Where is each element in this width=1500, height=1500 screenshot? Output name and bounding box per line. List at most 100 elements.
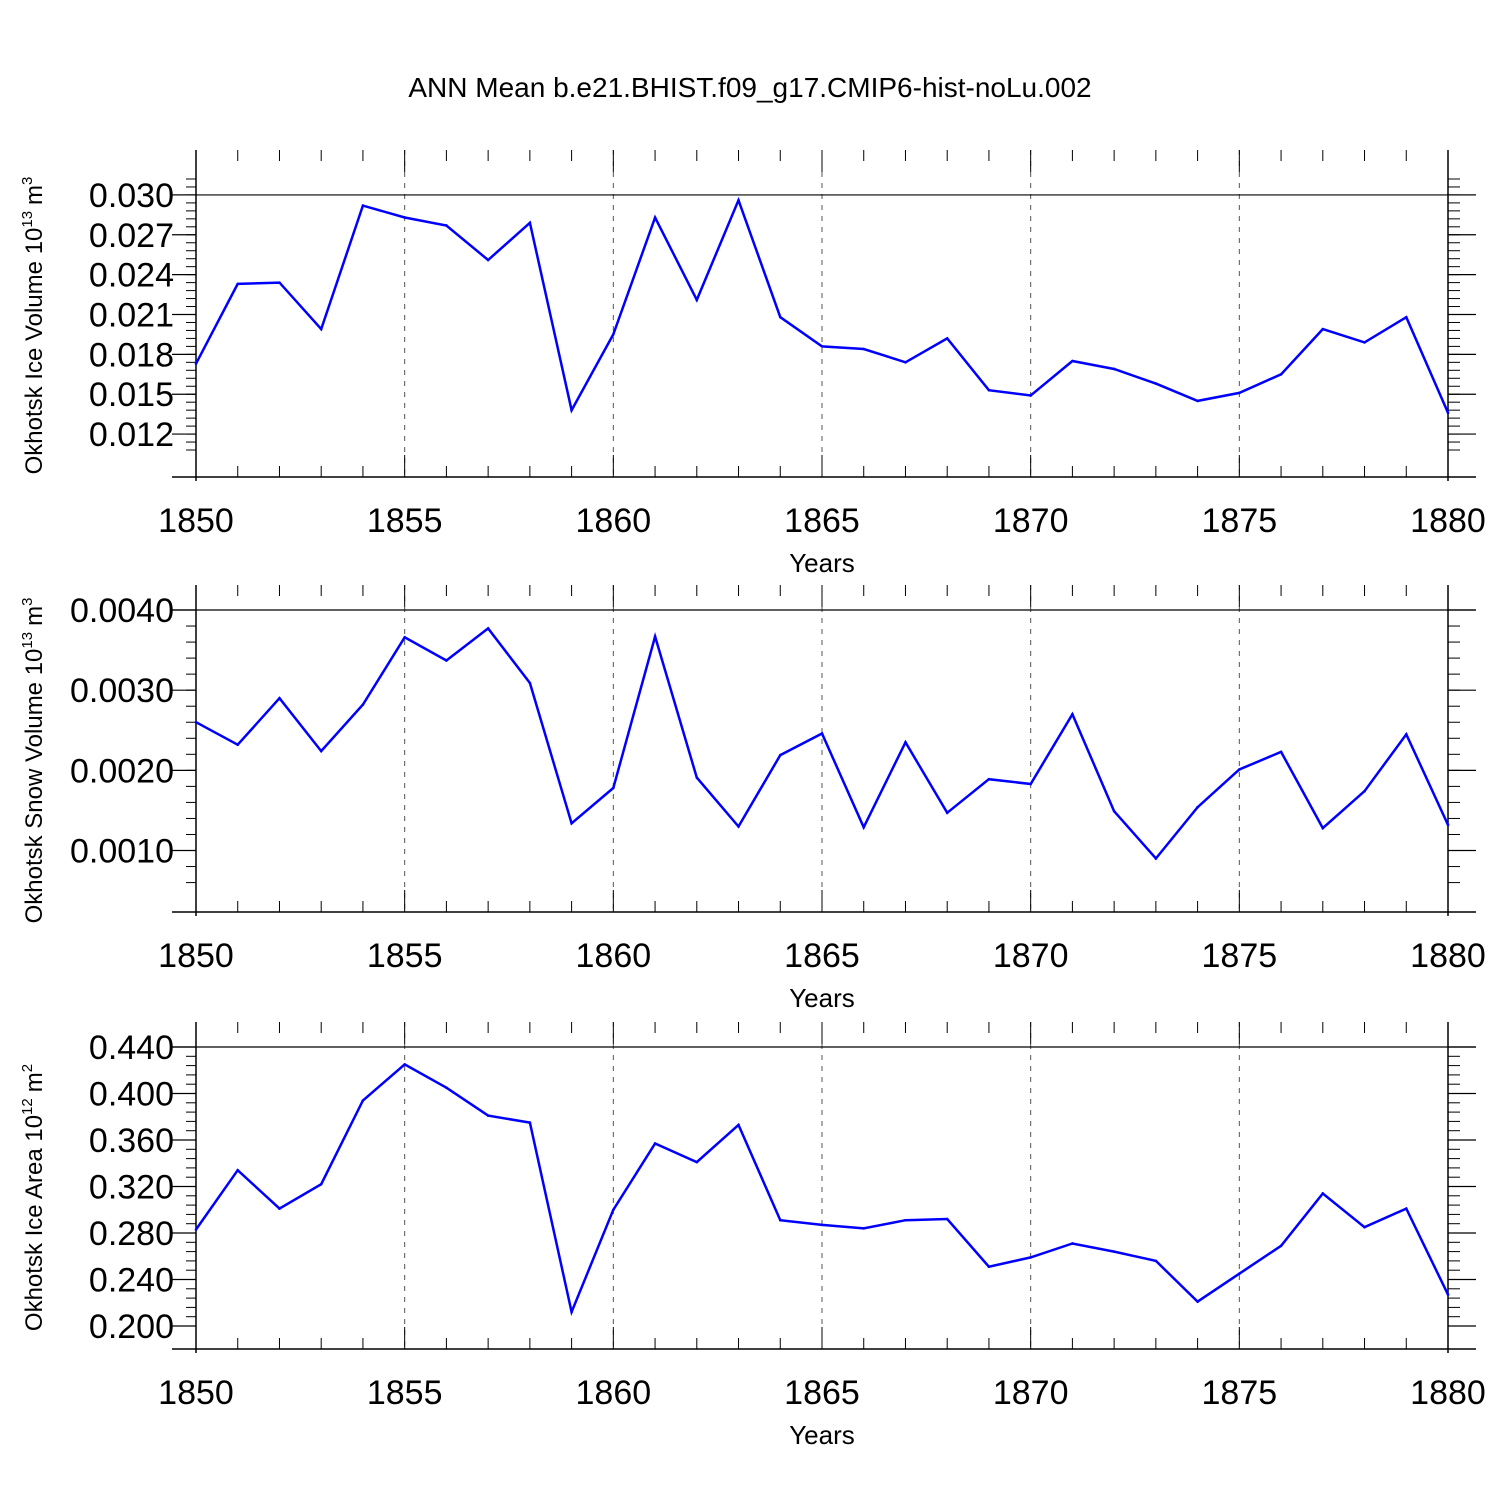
data-point (486, 258, 490, 262)
data-point (1321, 826, 1325, 830)
x-axis-label: Years (789, 983, 855, 1013)
data-point (361, 204, 365, 207)
y-tick-label: 0.0010 (70, 833, 174, 871)
data-point (737, 198, 740, 202)
panel-ice-area: Okhotsk Ice Area 1012m2 Years 1850 1855 18… (19, 1022, 1486, 1450)
data-point (1196, 399, 1199, 403)
data-point (653, 635, 657, 638)
x-tick-label: 1875 (1202, 937, 1278, 975)
data-point (987, 388, 991, 392)
data-point (1238, 391, 1241, 395)
x-tick-label: 1860 (576, 502, 652, 540)
data-point (1404, 1207, 1408, 1210)
data-point (987, 777, 991, 781)
data-point (1238, 1272, 1241, 1275)
x-tick-label: 1870 (993, 502, 1069, 540)
data-point (194, 720, 198, 724)
y-tick-label: 0.360 (89, 1122, 174, 1160)
data-point (403, 1063, 406, 1066)
data-point (904, 1218, 907, 1222)
data-point (194, 362, 198, 365)
data-point (904, 740, 907, 744)
x-tick-label: 1855 (367, 937, 443, 975)
x-tick-label: 1855 (367, 1374, 443, 1412)
y-tick-label: 0.320 (89, 1169, 174, 1207)
y-tick-label: 0.0030 (70, 672, 174, 710)
data-point (862, 347, 866, 351)
y-tick-label: 0.280 (89, 1215, 174, 1253)
data-point (820, 1223, 824, 1227)
data-point (1279, 1244, 1283, 1248)
y-axis-label: Okhotsk Snow Volume 1013m3 (19, 598, 48, 924)
y-tick-label: 0.024 (89, 257, 174, 295)
x-tick-label: 1860 (576, 937, 652, 975)
panel-snow-volume: Okhotsk Snow Volume 1013m3 Years 1850 185… (19, 585, 1486, 1013)
data-point (653, 216, 657, 219)
data-point (1404, 732, 1408, 736)
data-point (653, 1142, 657, 1145)
data-point (278, 1207, 281, 1210)
data-point (612, 786, 615, 790)
chart-title: ANN Mean b.e21.BHIST.f09_g17.CMIP6-hist-… (408, 72, 1092, 103)
data-point (862, 1227, 866, 1230)
data-point (236, 282, 240, 286)
y-tick-label: 0.0040 (70, 592, 174, 630)
data-point (1363, 1225, 1366, 1229)
data-point (1071, 359, 1074, 363)
data-point (570, 1310, 573, 1314)
x-tick-label: 1850 (158, 1374, 234, 1412)
data-point (1112, 809, 1116, 813)
x-tick-label: 1870 (993, 937, 1069, 975)
data-point (361, 1099, 365, 1102)
data-point (278, 696, 281, 700)
y-tick-label: 0.018 (89, 336, 174, 374)
data-point (319, 327, 323, 331)
data-point (778, 753, 782, 757)
data-point (1446, 411, 1450, 415)
data-point (945, 1217, 949, 1221)
data-point (904, 361, 907, 364)
y-tick-label: 0.400 (89, 1076, 174, 1114)
x-tick-label: 1875 (1202, 502, 1278, 540)
data-point (820, 345, 824, 348)
data-point (486, 1114, 490, 1117)
data-point (1196, 1300, 1199, 1303)
data-point (862, 825, 866, 829)
data-point (737, 825, 740, 828)
data-point (612, 333, 615, 336)
y-tick-label: 0.015 (89, 376, 174, 414)
data-point (319, 749, 323, 753)
x-tick-label: 1865 (784, 1374, 860, 1412)
data-point (236, 743, 240, 746)
data-point (319, 1182, 323, 1186)
data-point (778, 1218, 782, 1222)
x-tick-label: 1865 (784, 937, 860, 975)
y-tick-label: 0.030 (89, 177, 174, 215)
data-point (1446, 823, 1450, 827)
data-point (778, 315, 782, 319)
data-point (1029, 782, 1032, 786)
x-axis-label: Years (789, 548, 855, 578)
y-tick-label: 0.0020 (70, 752, 174, 790)
y-tick-label: 0.027 (89, 217, 174, 255)
y-tick-label: 0.012 (89, 416, 174, 454)
data-point (1238, 768, 1241, 771)
x-tick-label: 1880 (1410, 502, 1486, 540)
data-point (1279, 372, 1283, 376)
x-axis-label: Years (789, 1420, 855, 1450)
data-point (1363, 341, 1366, 344)
x-tick-label: 1870 (993, 1374, 1069, 1412)
x-tick-label: 1880 (1410, 937, 1486, 975)
data-point (445, 659, 448, 662)
data-point (361, 703, 365, 706)
data-point (945, 337, 949, 340)
data-point (1446, 1293, 1450, 1296)
data-point (695, 1160, 699, 1164)
data-point (403, 635, 406, 639)
data-point (445, 1086, 448, 1089)
panel-ice-volume: Okhotsk Ice Volume 1013m3 Years 1850 1855… (19, 150, 1486, 578)
x-tick-label: 1865 (784, 502, 860, 540)
x-tick-label: 1860 (576, 1374, 652, 1412)
data-point (1154, 857, 1158, 860)
